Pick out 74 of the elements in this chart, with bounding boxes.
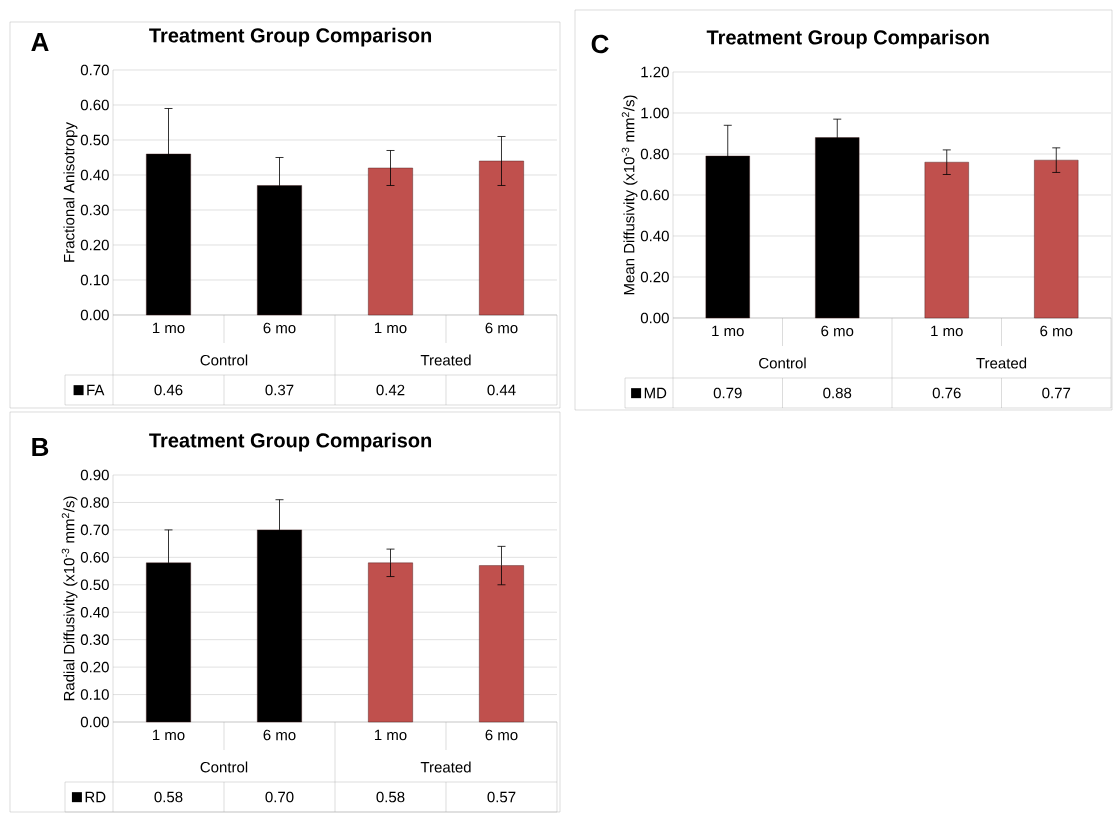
y-tick-label: 0.30 [80,204,109,216]
y-tick-label: 0.50 [80,579,109,591]
text: A [31,33,49,51]
x-tick-label: 1 mo [374,322,407,334]
x-tick-label: 6 mo [821,325,854,337]
y-tick-label: 0.20 [640,271,669,283]
x-tick-label: 1 mo [712,325,744,337]
data-label: 0.44 [487,384,516,396]
text: Control [200,354,248,366]
chart-title: Treatment Group Comparison [149,432,432,452]
y-tick-label: 0.40 [640,230,669,242]
y-tick-label: 0.20 [80,661,109,673]
y-tick-label: 0.00 [80,716,109,728]
bar [924,162,969,319]
y-tick-label: 0.80 [80,497,109,508]
text: Control [200,761,248,773]
bar [257,185,302,316]
text: Control [759,357,806,369]
text: B [32,438,49,456]
y-axis-title: Mean Diffusivity (x10$^{-3}$ mm$^{2}$/s) [621,95,638,295]
y-tick-label: 0.60 [80,99,109,111]
data-label: 0.70 [265,791,294,803]
data-label: 0.46 [154,384,183,396]
x-tick-label: 6 mo [263,322,296,334]
y-tick-label: 0.10 [80,274,109,286]
legend-label: RD [85,791,106,803]
x-tick-label: 1 mo [152,729,185,741]
y-axis-title: Fractional Anisotropy [63,122,78,262]
y-tick-label: 0.00 [80,309,109,321]
y-tick-label: 0.50 [80,134,109,146]
y-tick-label: 0.60 [80,552,109,563]
y-tick-label: 0.10 [80,689,109,700]
y-tick-label: 0.70 [80,524,109,536]
legend-label: FA [87,384,105,396]
chart-title: Treatment Group Comparison [149,27,432,47]
data-label: 0.42 [376,384,405,396]
y-tick-label: 0.40 [80,169,109,181]
y-tick-label: 0.90 [80,469,109,481]
y-tick-label: 0.40 [80,606,109,618]
y-tick-label: 0.80 [640,148,669,160]
bar [368,167,413,316]
text: Treated [420,354,471,366]
bar [368,562,413,723]
data-label: 0.79 [713,387,742,399]
text: Treated [976,357,1027,369]
legend-label: MD [644,387,667,399]
text: C [591,34,609,54]
data-label: 0.58 [376,791,405,803]
y-tick-label: 0.60 [640,189,669,201]
x-tick-label: 6 mo [485,729,518,741]
y-tick-label: 0.20 [80,239,109,251]
x-tick-label: 6 mo [485,322,518,334]
data-label: 0.37 [265,384,294,396]
text: Treated [420,761,471,773]
y-tick-label: 1.00 [641,107,669,119]
y-tick-label: 1.20 [641,66,669,78]
x-tick-label: 1 mo [152,322,185,334]
x-tick-label: 1 mo [374,729,407,741]
data-label: 0.76 [932,387,961,399]
bar [1034,159,1079,319]
y-tick-label: 0.30 [80,634,109,645]
y-tick-label: 0.00 [640,312,669,324]
data-label: 0.58 [154,791,183,803]
y-axis-title: Radial Diffusivity (x10$^{-3}$ mm$^{2}$/s) [61,496,78,701]
data-label: 0.57 [487,791,516,803]
data-label: 0.77 [1042,387,1071,399]
x-tick-label: 6 mo [1040,325,1073,337]
bar [479,565,524,723]
x-tick-label: 1 mo [931,325,963,337]
y-tick-label: 0.70 [80,64,109,76]
data-label: 0.88 [823,387,852,399]
chart-title: Treatment Group Comparison [706,29,989,49]
bar [479,160,524,316]
x-tick-label: 6 mo [263,729,296,741]
